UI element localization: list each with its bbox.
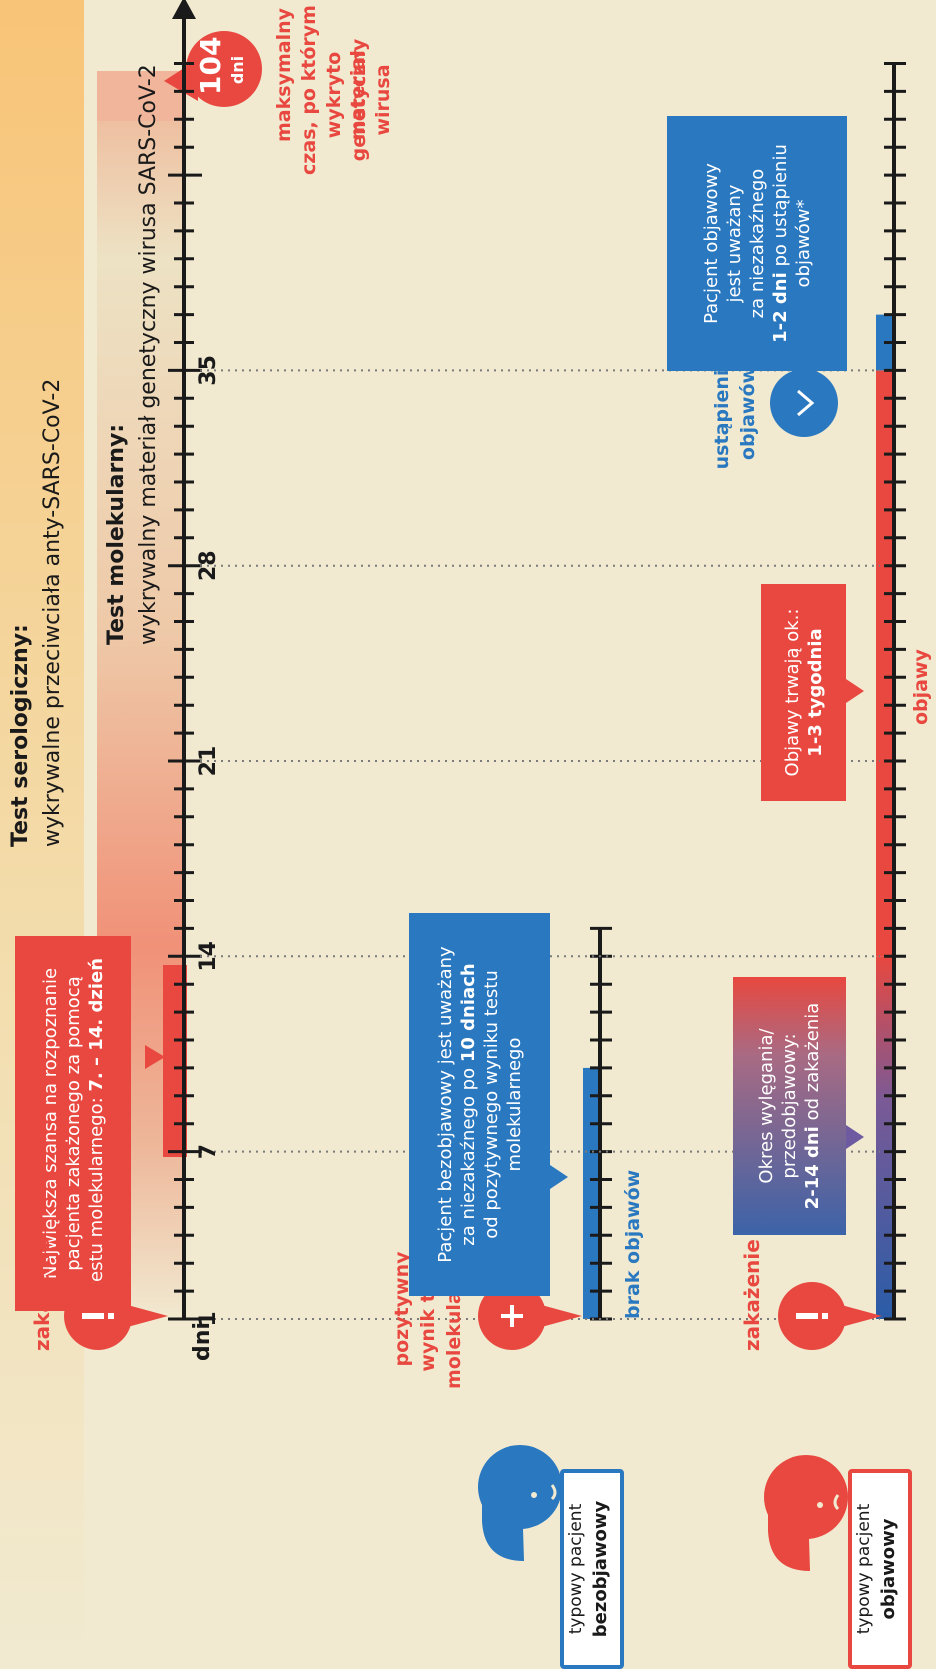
asymptomatic-box-days: 10 dniach: [457, 963, 479, 1063]
resolved-label-2: objawów: [737, 365, 759, 461]
noninfectious-days: 1-2 dni: [769, 272, 791, 343]
noninfectious-line1: Pacjent objawowy: [700, 163, 722, 324]
axis-tick-label: 21: [196, 745, 221, 777]
asymptomatic-box-line1: Pacjent bezobjawowy jest uważany: [434, 946, 456, 1263]
asymptomatic-box-line4: molekularnego: [503, 1037, 525, 1172]
symptoms-duration-box: Objawy trwają ok.: 1-3 tygodnia: [761, 584, 846, 801]
symptoms-duration-pointer: [846, 679, 864, 703]
asymptomatic-box-pointer: [550, 1165, 568, 1189]
symptomatic-incubation-bar: [876, 956, 894, 1319]
resolved-label-1: ustąpienie: [711, 356, 733, 470]
asymptomatic-box: Pacjent bezobjawowy jest uważany za niez…: [409, 913, 550, 1296]
asymptomatic-patient-line2: bezobjawowy: [590, 1500, 611, 1638]
symptomatic-patient-avatar: [764, 1455, 848, 1571]
symptoms-duration-value: 1-3 tygodnia: [804, 628, 826, 757]
noninfectious-line3: za niezakaźnego: [746, 168, 768, 319]
symptomatic-infection-label: zakażenie: [740, 1239, 764, 1351]
axis-tick-label: 7: [196, 1143, 221, 1160]
noninfectious-line2: jest uważany: [723, 184, 745, 303]
infection-warning-icon: [64, 1282, 168, 1350]
symptomatic-patient-line2: objawowy: [878, 1518, 899, 1620]
axis-tick-label: 14: [196, 941, 221, 972]
infection-label: zakażenie: [30, 1239, 54, 1351]
symptoms-duration-line1: Objawy trwają ok.:: [781, 608, 803, 777]
asymptomatic-patient-line1: typowy pacjent: [566, 1503, 586, 1635]
symptomatic-infection-icon: [778, 1282, 882, 1350]
symptomatic-noninfectious-box: Pacjent objawowy jest uważany za niezaka…: [667, 116, 847, 371]
asymptomatic-patient-avatar: [478, 1445, 562, 1561]
axis-tick-label: 28: [196, 550, 221, 582]
incubation-pointer: [846, 1125, 864, 1149]
symptoms-label: objawy: [910, 649, 932, 725]
noninfectious-line4: po ustąpieniu: [769, 144, 791, 273]
asymptomatic-infectious-bar: [583, 1067, 601, 1319]
axis-tick-label: 35: [196, 355, 221, 386]
positive-test-icon: [478, 1282, 582, 1350]
incubation-line2: przedobjawowy:: [779, 1033, 800, 1179]
asymptomatic-box-line2: za niezakaźnego po: [457, 1062, 479, 1246]
symptomatic-symptoms-bar: [876, 370, 894, 957]
best-chance-pointer: [145, 1045, 165, 1069]
axis-tick-label: 1: [196, 1311, 221, 1327]
main-axis-arrow: [172, 0, 196, 19]
incubation-line1: Okres wylęgania/: [756, 1028, 777, 1184]
incubation-line3: od zakażenia: [802, 1002, 823, 1127]
symptomatic-patient-line1: typowy pacjent: [854, 1503, 874, 1635]
incubation-box: Okres wylęgania/ przedobjawowy: 2-14 dni…: [733, 977, 846, 1235]
noninfectious-line5: objawów*: [792, 199, 814, 288]
asymptomatic-box-line3: od pozytywnego wyniku testu: [480, 970, 502, 1239]
no-symptoms-label: brak objawów: [622, 1169, 644, 1319]
incubation-days: 2-14 dni: [802, 1126, 823, 1210]
